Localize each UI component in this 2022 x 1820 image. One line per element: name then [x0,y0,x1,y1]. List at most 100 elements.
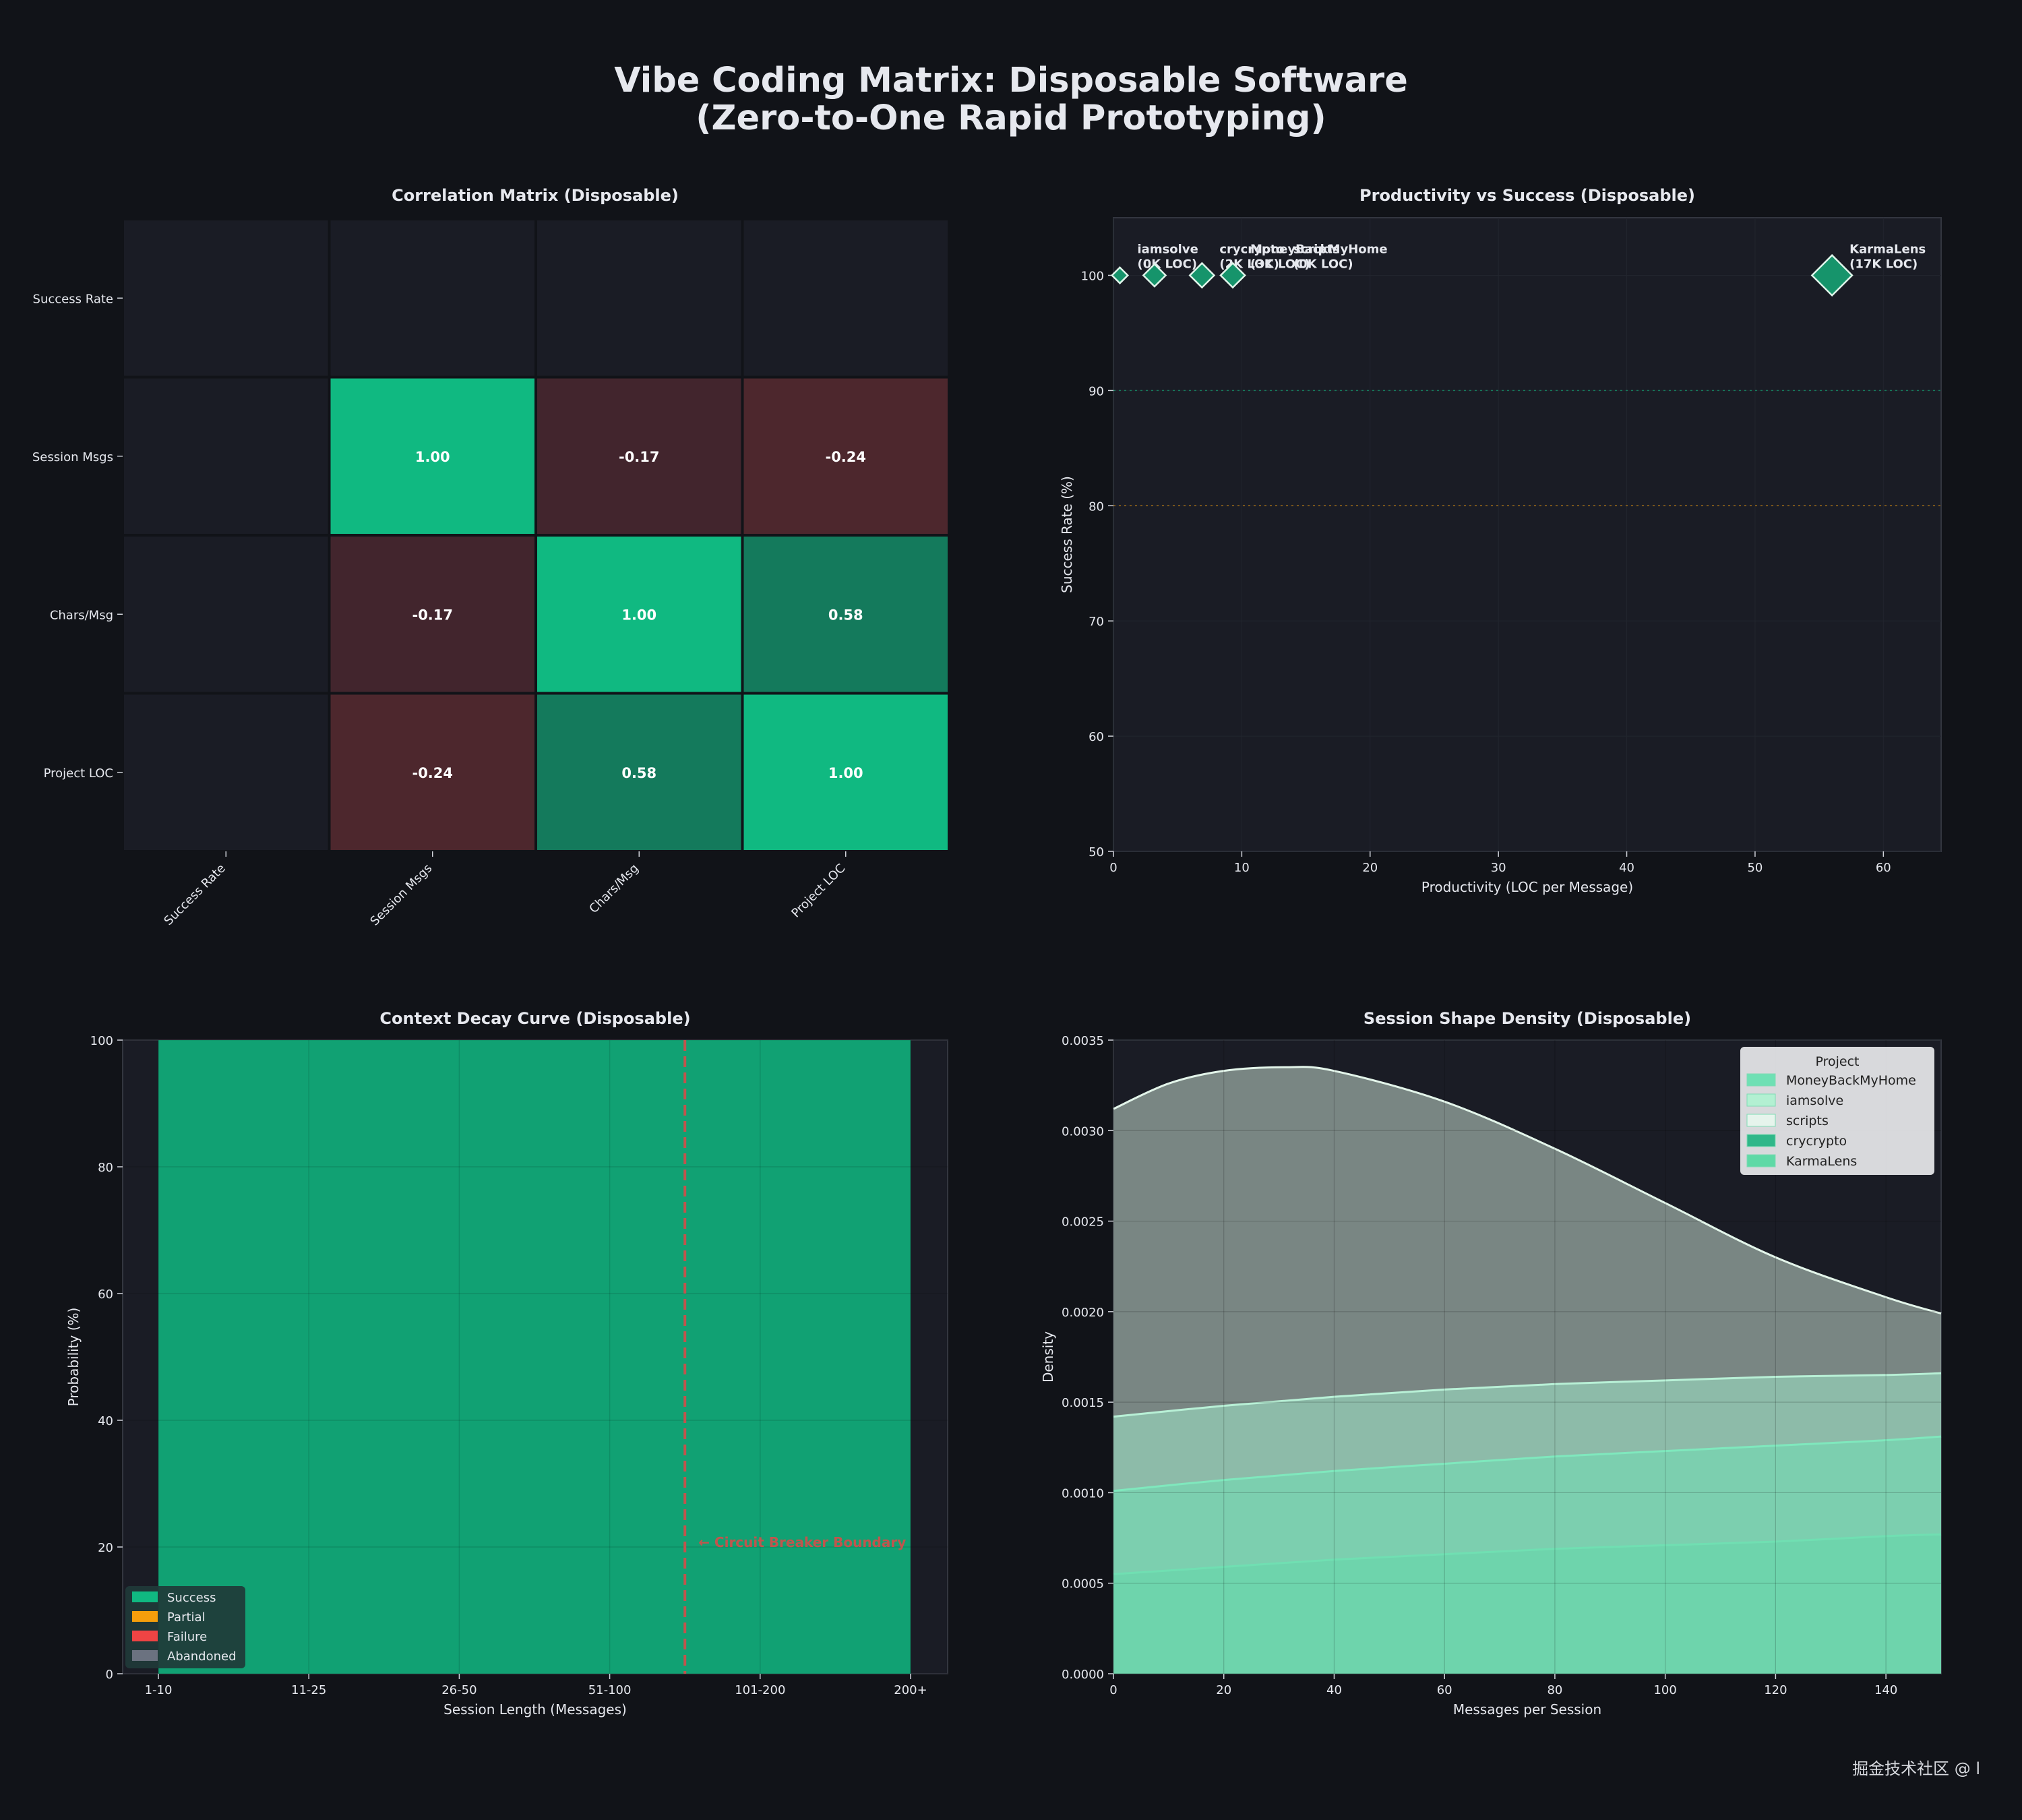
density-legend-title: Project [1815,1054,1859,1069]
scatter-y-tick-label: 70 [1089,615,1104,629]
density-legend-swatch [1746,1114,1776,1127]
decay-legend-label: Abandoned [167,1649,237,1664]
heatmap-cell [741,534,950,695]
scatter-title: Productivity vs Success (Disposable) [1359,186,1695,205]
density-legend-swatch [1746,1154,1776,1167]
decay-x-axis-label: Session Length (Messages) [443,1701,627,1718]
heatmap-x-tick-label: Project LOC [789,861,848,921]
decay-x-tick-label: 11-25 [291,1683,326,1697]
density-y-tick-label: 0.0030 [1062,1124,1104,1139]
scatter-point-label: (3K LOC) [1250,257,1310,271]
density-title: Session Shape Density (Disposable) [1364,1009,1691,1028]
density-curve-crycrypto [1113,1533,1942,1575]
density-y-axis-label: Density [1040,1331,1056,1383]
figure-title: Vibe Coding Matrix: Disposable Software … [0,62,2022,138]
heatmap-cell [741,218,950,379]
density-x-tick-label: 120 [1764,1683,1787,1697]
density-x-axis-label: Messages per Session [1453,1701,1601,1718]
context-decay-chart: Context Decay Curve (Disposable) ← Circu… [65,1009,948,1718]
scatter-x-tick-label: 60 [1876,861,1891,875]
scatter-point-MoneyBackMyHome [1219,262,1246,289]
scatter-y-tick-label: 90 [1089,384,1104,398]
heatmap-cell [328,534,537,695]
heatmap-cell-value: -0.24 [825,449,866,465]
scatter-y-tick-label: 80 [1089,499,1104,514]
density-legend-label: MoneyBackMyHome [1786,1073,1916,1088]
decay-y-tick-label: 40 [98,1414,113,1428]
heatmap-cell [328,692,537,853]
decay-title: Context Decay Curve (Disposable) [379,1009,690,1028]
heatmap-cell [121,534,331,695]
heatmap-cell [121,692,331,853]
density-curve-karmalens [1113,1435,1942,1492]
heatmap-cell-value: -0.17 [412,607,453,623]
heatmap-x-tick-label: Success Rate [161,861,228,928]
decay-x-tick-label: 1-10 [145,1683,173,1697]
decay-legend-label: Failure [167,1630,207,1644]
density-y-tick-label: 0.0015 [1062,1396,1104,1410]
decay-x-tick-label: 200+ [894,1683,927,1697]
density-curve-scripts [1113,1066,1942,1314]
density-x-tick-label: 80 [1547,1683,1562,1697]
scatter-point-scripts [1142,263,1167,288]
heatmap-cell-value: 0.58 [621,765,656,781]
heatmap-cell-value: 1.00 [415,449,450,465]
circuit-breaker-label: ← Circuit Breaker Boundary [698,1534,906,1550]
decay-legend-box [125,1586,245,1668]
figure-title-line-2: (Zero-to-One Rapid Prototyping) [696,98,1326,138]
heatmap-cell [741,375,950,537]
decay-legend-swatch [132,1611,158,1622]
density-x-tick-label: 140 [1874,1683,1897,1697]
decay-legend-label: Partial [167,1610,206,1625]
density-x-tick-label: 0 [1109,1683,1117,1697]
scatter-y-axis-label: Success Rate (%) [1059,476,1075,593]
density-legend-label: crycrypto [1786,1134,1847,1149]
scatter-point-label: scripts [1293,242,1340,256]
decay-x-tick-label: 51-100 [588,1683,632,1697]
scatter-x-tick-label: 0 [1109,861,1117,875]
density-x-tick-label: 60 [1437,1683,1452,1697]
heatmap-cell [328,218,537,379]
decay-legend-label: Success [167,1591,216,1605]
scatter-x-tick-label: 30 [1491,861,1506,875]
decay-legend-swatch [132,1591,158,1602]
heatmap-cell-value: 0.58 [828,607,863,623]
density-x-tick-label: 40 [1326,1683,1342,1697]
scatter-point-iamsolve [1111,266,1130,284]
session-density-chart: Session Shape Density (Disposable) 0 20 40… [1040,1009,1942,1718]
density-y-tick-label: 0.0035 [1062,1034,1104,1048]
decay-legend-swatch [132,1631,158,1641]
scatter-point-label: (17K LOC) [1849,257,1918,271]
decay-x-tick-label: 26-50 [441,1683,477,1697]
decay-y-axis-label: Probability (%) [65,1308,82,1407]
density-y-tick-label: 0.0000 [1062,1668,1104,1682]
scatter-x-tick-label: 10 [1234,861,1250,875]
heatmap-cell-value: 1.00 [621,607,656,623]
figure-title-line-1: Vibe Coding Matrix: Disposable Software [614,61,1408,100]
density-y-tick-label: 0.0005 [1062,1577,1104,1591]
density-y-tick-label: 0.0010 [1062,1486,1104,1500]
heatmap-y-tick-label: Success Rate [33,292,113,306]
scatter-x-axis-label: Productivity (LOC per Message) [1421,879,1633,895]
density-legend-label: scripts [1786,1114,1829,1128]
density-x-tick-label: 20 [1216,1683,1231,1697]
scatter-point-label: iamsolve [1138,242,1198,256]
density-legend-label: iamsolve [1786,1093,1843,1108]
heatmap-cell-value: 1.00 [828,765,863,781]
density-curve-iamsolve [1113,1372,1942,1418]
scatter-y-tick-label: 50 [1089,845,1104,859]
density-legend-swatch [1746,1134,1776,1147]
heatmap-cell [534,534,744,695]
decay-y-tick-label: 0 [106,1668,113,1682]
decay-area-success [158,1040,911,1674]
decay-y-tick-label: 100 [90,1034,113,1048]
density-area-crycrypto [1113,1534,1941,1674]
scatter-point-label: (0K LOC) [1293,257,1353,271]
scatter-plot-area [1113,217,1942,852]
heatmap-title: Correlation Matrix (Disposable) [392,186,679,205]
heatmap-cell [121,375,331,537]
decay-legend-swatch [132,1650,158,1661]
heatmap-cell [534,692,744,853]
decay-y-tick-label: 60 [98,1287,113,1302]
